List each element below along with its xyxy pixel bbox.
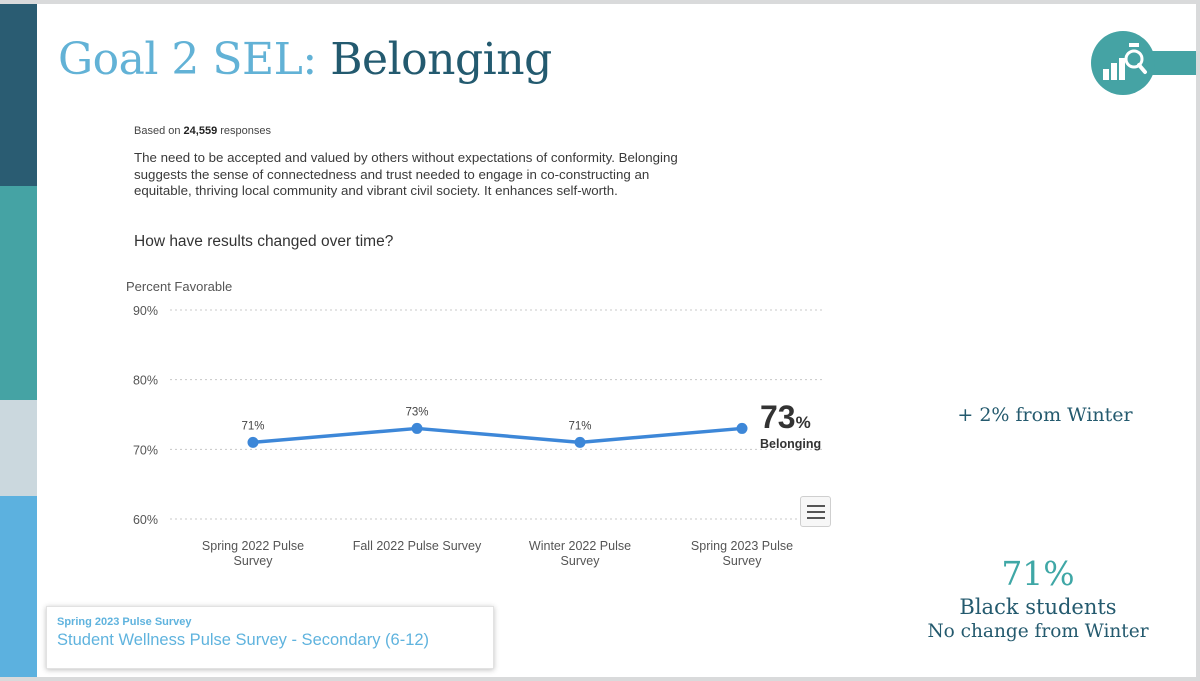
data-label: 71% xyxy=(241,420,264,432)
hamburger-icon-bar xyxy=(806,516,825,519)
response-suffix: responses xyxy=(220,125,272,137)
data-point xyxy=(247,436,259,448)
survey-term: Spring 2023 Pulse Survey xyxy=(57,616,192,628)
change-note: + 2% from Winter xyxy=(957,404,1133,426)
y-axis-label: Percent Favorable xyxy=(126,279,232,294)
response-count: Based on 24,559 responses xyxy=(134,125,271,137)
data-search-logo-icon xyxy=(1091,31,1196,95)
title-goal: Goal 2 SEL: xyxy=(58,34,317,85)
side-band-light-blue xyxy=(0,496,37,677)
side-band-gray xyxy=(0,400,37,496)
x-tick-label: Winter 2022 Pulse Survey xyxy=(529,539,631,568)
slide-title: Goal 2 SEL: Belonging xyxy=(58,34,552,85)
response-prefix: Based on xyxy=(134,125,181,137)
headline-value: 73% xyxy=(760,399,811,435)
x-tick-label: Spring 2023 Pulse Survey xyxy=(691,539,793,568)
subgroup-name: Black students xyxy=(959,595,1117,619)
y-tick-label: 90% xyxy=(133,304,158,318)
x-tick-label: Spring 2022 Pulse Survey xyxy=(202,539,304,568)
line-chart: Percent Favorable 90% 80% 70% 60% Spring 2022… xyxy=(126,279,825,568)
x-tick-label: Fall 2022 Pulse Survey xyxy=(353,539,482,553)
side-band-teal xyxy=(0,186,37,400)
chart-question: How have results changed over time? xyxy=(134,233,394,250)
headline-label: Belonging xyxy=(760,437,821,451)
data-point xyxy=(411,422,423,434)
subgroup-block: 71% Black students No change from Winter xyxy=(900,554,1176,644)
side-band-dark-teal xyxy=(0,4,37,186)
hamburger-icon xyxy=(806,504,825,507)
y-tick-label: 80% xyxy=(133,374,158,388)
y-tick-label: 60% xyxy=(133,513,158,527)
belonging-description: The need to be accepted and valued by ot… xyxy=(134,150,678,198)
data-point xyxy=(574,436,586,448)
series-line-belonging xyxy=(252,426,743,445)
survey-label: Spring 2023 Pulse Survey Student Wellnes… xyxy=(46,606,494,669)
data-point xyxy=(736,422,748,434)
y-tick-label: 70% xyxy=(133,443,158,457)
data-label: 73% xyxy=(405,406,428,418)
title-topic: Belonging xyxy=(330,34,552,85)
subgroup-change: No change from Winter xyxy=(927,621,1149,642)
subgroup-percent: 71% xyxy=(1001,554,1075,593)
data-label: 71% xyxy=(568,420,591,432)
survey-name: Student Wellness Pulse Survey - Secondar… xyxy=(57,631,430,649)
slide: Goal 2 SEL: Belonging Based on 24,559 re… xyxy=(0,4,1196,677)
hamburger-icon-bar xyxy=(806,510,825,513)
response-number: 24,559 xyxy=(183,125,218,137)
chart-menu-button[interactable] xyxy=(800,496,831,527)
